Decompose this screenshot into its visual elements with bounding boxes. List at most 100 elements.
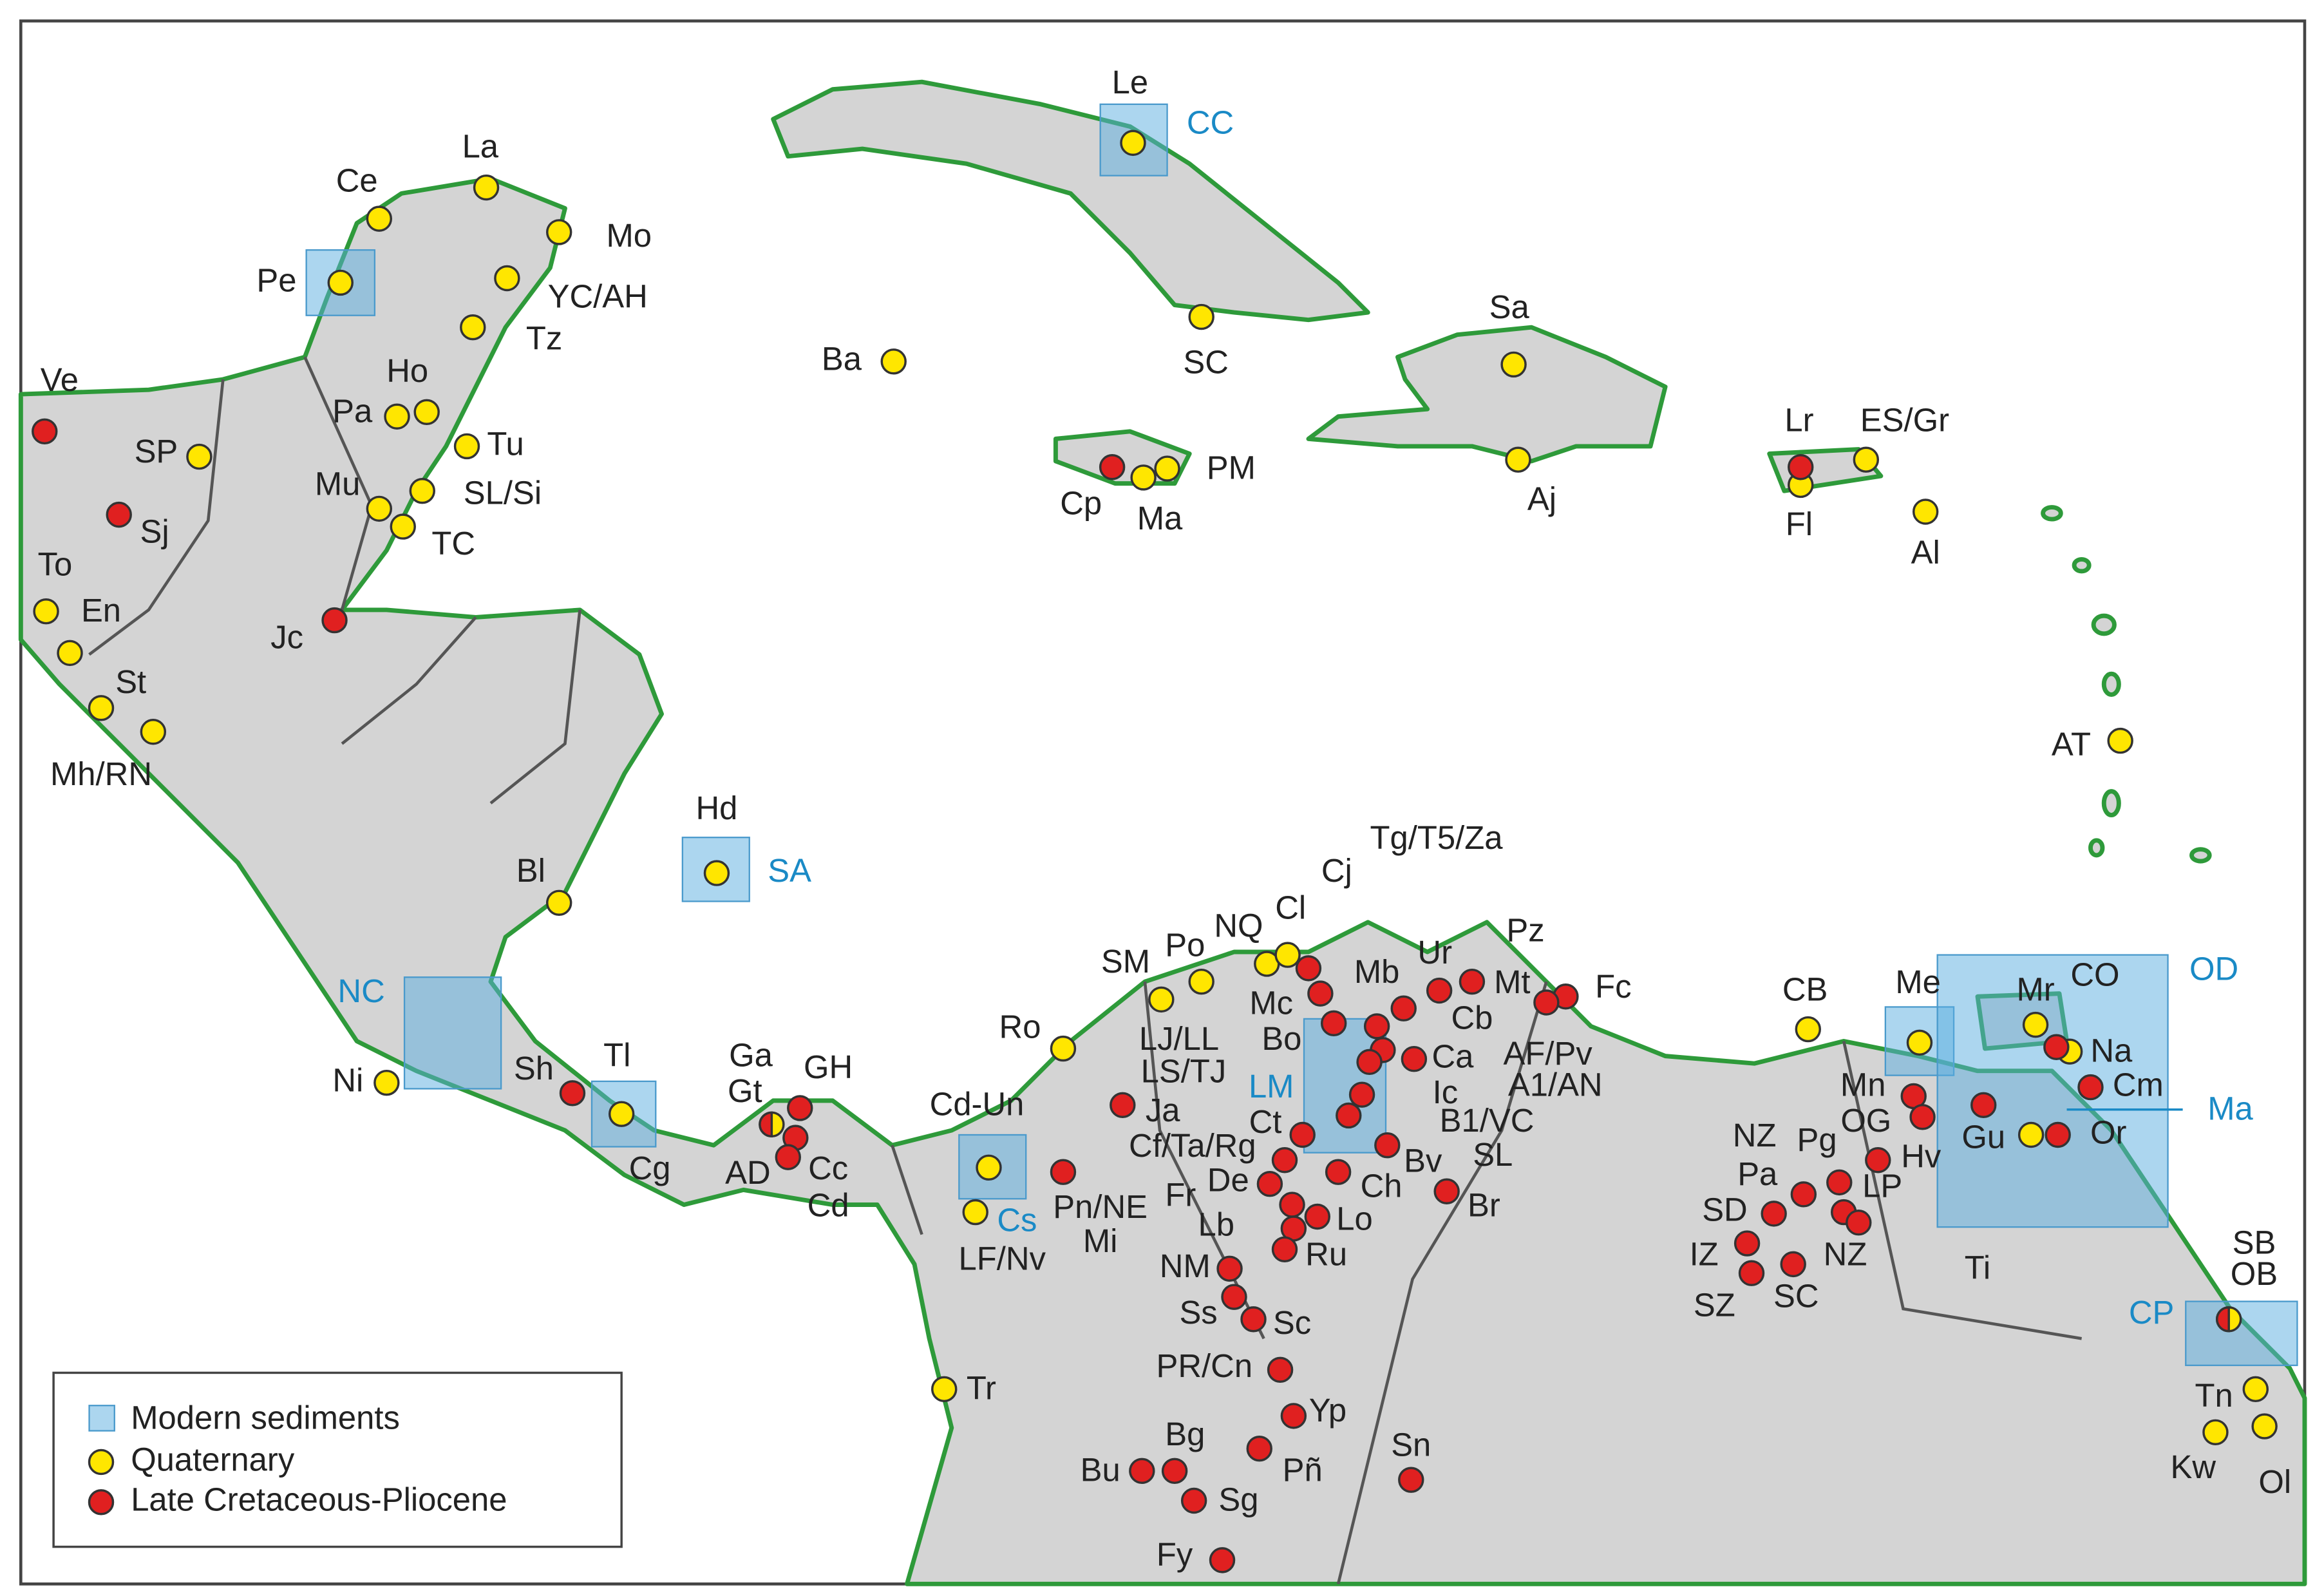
site-marker (1533, 989, 1560, 1016)
site-label: Ct (1249, 1103, 1282, 1140)
site-marker (1398, 1467, 1424, 1493)
legend-swatch (88, 1489, 115, 1515)
site-marker (545, 219, 572, 245)
site-marker (1390, 995, 1417, 1021)
site-marker (1336, 1102, 1362, 1129)
site-label: Ja (1146, 1092, 1180, 1128)
site-marker (1795, 1016, 1821, 1043)
site-marker (1216, 1255, 1243, 1282)
site-label: Cm (2113, 1067, 2164, 1103)
site-label: LF/Nv (959, 1240, 1046, 1277)
site-marker (787, 1095, 813, 1121)
site-label: Gu (1961, 1118, 2005, 1155)
site-label: SD (1702, 1191, 1748, 1228)
site-marker (703, 860, 730, 886)
site-label: Tr (967, 1370, 996, 1407)
site-label: NZ (1824, 1236, 1867, 1273)
legend-label: Modern sediments (131, 1400, 400, 1436)
site-label: Kw (2171, 1449, 2216, 1485)
site-marker (1788, 454, 1814, 480)
site-marker (1295, 955, 1322, 982)
site-marker (186, 443, 213, 470)
site-label: Tz (526, 319, 562, 356)
site-marker (1256, 1170, 1283, 1197)
legend-swatch (88, 1405, 115, 1432)
site-label: LP (1862, 1168, 1902, 1204)
site-marker (1363, 1013, 1390, 1040)
site-marker (1130, 464, 1157, 491)
site-label: En (81, 592, 121, 629)
site-label: NM (1160, 1248, 1211, 1284)
site-label: Al (1911, 534, 1940, 571)
site-marker (373, 1069, 400, 1096)
hispaniola (1306, 325, 1668, 464)
site-marker (1826, 1169, 1853, 1196)
site-label: SZ (1694, 1286, 1735, 1323)
site-marker (1325, 1159, 1352, 1185)
site-label: Po (1165, 926, 1205, 963)
site-marker (931, 1376, 958, 1403)
site-label: Tg/T5/Za (1370, 819, 1504, 856)
site-label: St (115, 663, 146, 700)
site-marker (1348, 1081, 1375, 1108)
site-marker (1320, 1010, 1347, 1037)
site-label: LJ/LL (1139, 1020, 1219, 1057)
site-marker (1050, 1035, 1077, 1062)
site-label: IZ (1690, 1236, 1719, 1273)
site-marker (2077, 1074, 2104, 1101)
site-label: ES/Gr (1860, 401, 1949, 438)
site-marker (1161, 1458, 1188, 1485)
site-marker (321, 607, 348, 634)
site-label: SC (1773, 1277, 1819, 1314)
site-marker (1865, 1147, 1891, 1173)
site-marker (1188, 968, 1214, 995)
site-marker (1356, 1049, 1383, 1076)
site-label: Tu (487, 425, 524, 462)
site-label: Mb (1354, 953, 1400, 990)
site-marker (32, 418, 58, 445)
site-label: Ss (1179, 1294, 1217, 1331)
legend-box (52, 1371, 623, 1548)
site-label: Mu (315, 466, 361, 502)
site-marker (2242, 1376, 2269, 1403)
site-label: Mc (1249, 985, 1293, 1021)
site-label: CO (2070, 956, 2119, 993)
site-label: Mo (606, 217, 652, 254)
site-label: A1/AN (1508, 1067, 1603, 1103)
site-label: Pñ (1283, 1452, 1323, 1488)
site-label: Bl (516, 852, 545, 889)
site-label: La (462, 128, 499, 165)
site-marker (494, 265, 520, 292)
site-marker (1401, 1046, 1428, 1072)
site-marker (1906, 1029, 1933, 1056)
site-label: Pa (332, 393, 373, 430)
site-marker (2043, 1034, 2070, 1060)
site-label: Ba (822, 341, 862, 377)
site-marker (1505, 446, 1531, 473)
region-label: CC (1187, 104, 1234, 141)
legend-label: Quaternary (131, 1441, 295, 1477)
site-label: NZ (1733, 1117, 1777, 1154)
site-label: Sh (514, 1050, 554, 1087)
site-marker (1050, 1159, 1077, 1185)
site-marker (1459, 968, 1486, 995)
site-label: Ni (332, 1062, 363, 1099)
site-label: AT (2052, 726, 2091, 763)
site-label: Or (2090, 1114, 2126, 1150)
site-marker (775, 1144, 801, 1170)
site-label: Lr (1784, 401, 1813, 438)
site-marker (453, 433, 480, 460)
site-label: Ga (729, 1036, 773, 1073)
site-marker (413, 399, 440, 426)
site-label: Ho (386, 352, 428, 389)
site-label: CB (1782, 971, 1828, 1008)
site-marker (1912, 499, 1939, 525)
site-marker (1271, 1147, 1298, 1173)
site-marker (608, 1101, 635, 1127)
site-marker (1433, 1178, 1460, 1204)
site-marker (1909, 1104, 1936, 1130)
site-marker (1853, 446, 1880, 473)
site-label: Na (2090, 1032, 2133, 1069)
site-label: To (38, 546, 73, 582)
site-label: Bv (1404, 1142, 1442, 1179)
